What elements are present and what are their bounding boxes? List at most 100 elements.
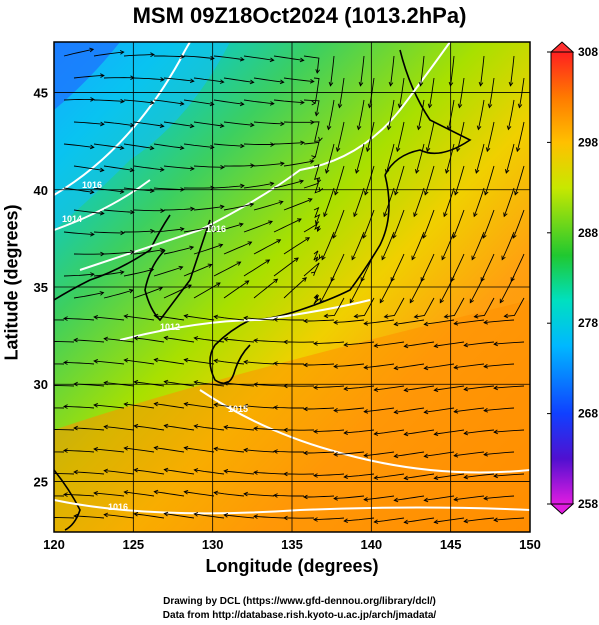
streamline-arrow <box>34 494 38 498</box>
streamline <box>434 385 465 391</box>
streamline <box>184 315 215 321</box>
streamline-arrow <box>240 183 245 189</box>
streamline <box>243 55 274 61</box>
streamline-arrow <box>300 140 305 146</box>
colorbar-tick-label: 288 <box>578 226 598 240</box>
streamline-arrow <box>463 386 469 392</box>
streamline <box>283 198 313 211</box>
streamline <box>486 121 495 152</box>
streamline <box>273 406 304 409</box>
korea-coast <box>144 219 211 322</box>
streamline <box>507 99 515 130</box>
streamline <box>163 77 194 82</box>
streamline-arrow <box>100 121 105 127</box>
streamline-arrow <box>153 313 159 319</box>
streamline <box>303 55 320 74</box>
streamline-arrow <box>179 101 185 106</box>
streamline <box>494 473 525 477</box>
streamline-arrow <box>363 321 369 326</box>
streamline-arrow <box>483 496 488 501</box>
streamline-arrow <box>328 81 334 87</box>
streamline-arrow <box>394 190 399 196</box>
streamline <box>253 121 284 125</box>
streamline <box>349 275 365 303</box>
streamline <box>334 407 365 412</box>
streamline-arrow <box>373 343 379 348</box>
streamline <box>336 121 345 152</box>
colorbar-tick-labels: 258 268 278 288 298 308 <box>547 45 598 511</box>
streamline <box>133 249 164 255</box>
streamline <box>104 514 135 519</box>
streamline <box>313 517 345 521</box>
streamline-arrow <box>283 515 288 521</box>
streamline <box>394 451 425 457</box>
colorbar-tick-label: 298 <box>578 135 598 149</box>
streamline-arrow <box>413 212 418 218</box>
y-tick-label: 45 <box>34 86 48 101</box>
streamline <box>254 515 285 519</box>
streamline-arrow <box>418 81 424 87</box>
streamline-arrow <box>236 261 242 266</box>
streamline-arrow <box>423 453 429 459</box>
streamline <box>223 77 254 83</box>
streamline-arrow <box>120 98 125 104</box>
streamline <box>254 471 285 475</box>
streamline-arrow <box>153 489 159 495</box>
streamline-arrow <box>335 147 341 153</box>
streamline-arrow <box>238 222 244 228</box>
streamline-arrow <box>313 341 318 346</box>
streamline-arrow <box>397 103 403 109</box>
streamline-arrow <box>373 387 379 392</box>
streamline-arrow <box>249 79 255 85</box>
streamline <box>273 55 304 61</box>
streamline-arrow <box>283 339 288 345</box>
streamline-arrow <box>270 142 275 147</box>
x-tick-label: 140 <box>360 537 382 552</box>
streamline <box>104 470 135 475</box>
streamline <box>224 470 255 475</box>
contour-label: 1016 <box>82 180 102 190</box>
streamline <box>163 246 194 255</box>
streamline <box>464 473 495 478</box>
streamline-arrow <box>253 338 258 343</box>
streamline-arrow <box>183 445 189 451</box>
streamline-arrow <box>90 232 95 237</box>
streamline-arrow <box>99 291 105 296</box>
streamline <box>213 223 244 233</box>
streamline-arrow <box>223 512 229 518</box>
streamline-arrow <box>343 430 348 436</box>
streamline <box>214 404 245 409</box>
x-tick-label: 135 <box>281 537 303 552</box>
streamline <box>441 231 455 260</box>
streamline-arrow <box>103 512 109 518</box>
streamline <box>516 121 525 152</box>
streamline <box>464 429 495 434</box>
streamline <box>415 143 425 174</box>
streamline <box>63 187 94 193</box>
streamline-arrow <box>73 425 78 431</box>
streamline <box>452 209 465 239</box>
streamline <box>63 143 94 148</box>
streamline-arrow <box>163 423 169 429</box>
streamline-arrow <box>363 497 369 502</box>
streamline-arrow <box>283 383 288 389</box>
colorbar-tick-label: 258 <box>578 497 598 511</box>
streamline <box>501 231 515 260</box>
streamline <box>213 55 244 61</box>
streamline-arrow <box>100 73 105 78</box>
streamline <box>422 209 435 239</box>
streamline-arrow <box>503 212 508 218</box>
streamline-arrow <box>493 517 498 523</box>
streamline-arrow <box>381 255 386 261</box>
streamline-arrow <box>403 519 409 525</box>
streamline <box>244 317 275 321</box>
streamline <box>273 218 302 233</box>
streamline-arrow <box>250 122 255 128</box>
streamline <box>214 360 245 365</box>
streamline-arrow <box>333 364 338 369</box>
streamline <box>134 381 165 387</box>
streamline-arrow <box>99 210 105 216</box>
streamline-arrow <box>499 298 504 304</box>
streamline <box>253 77 284 83</box>
streamline-arrow <box>403 387 409 393</box>
